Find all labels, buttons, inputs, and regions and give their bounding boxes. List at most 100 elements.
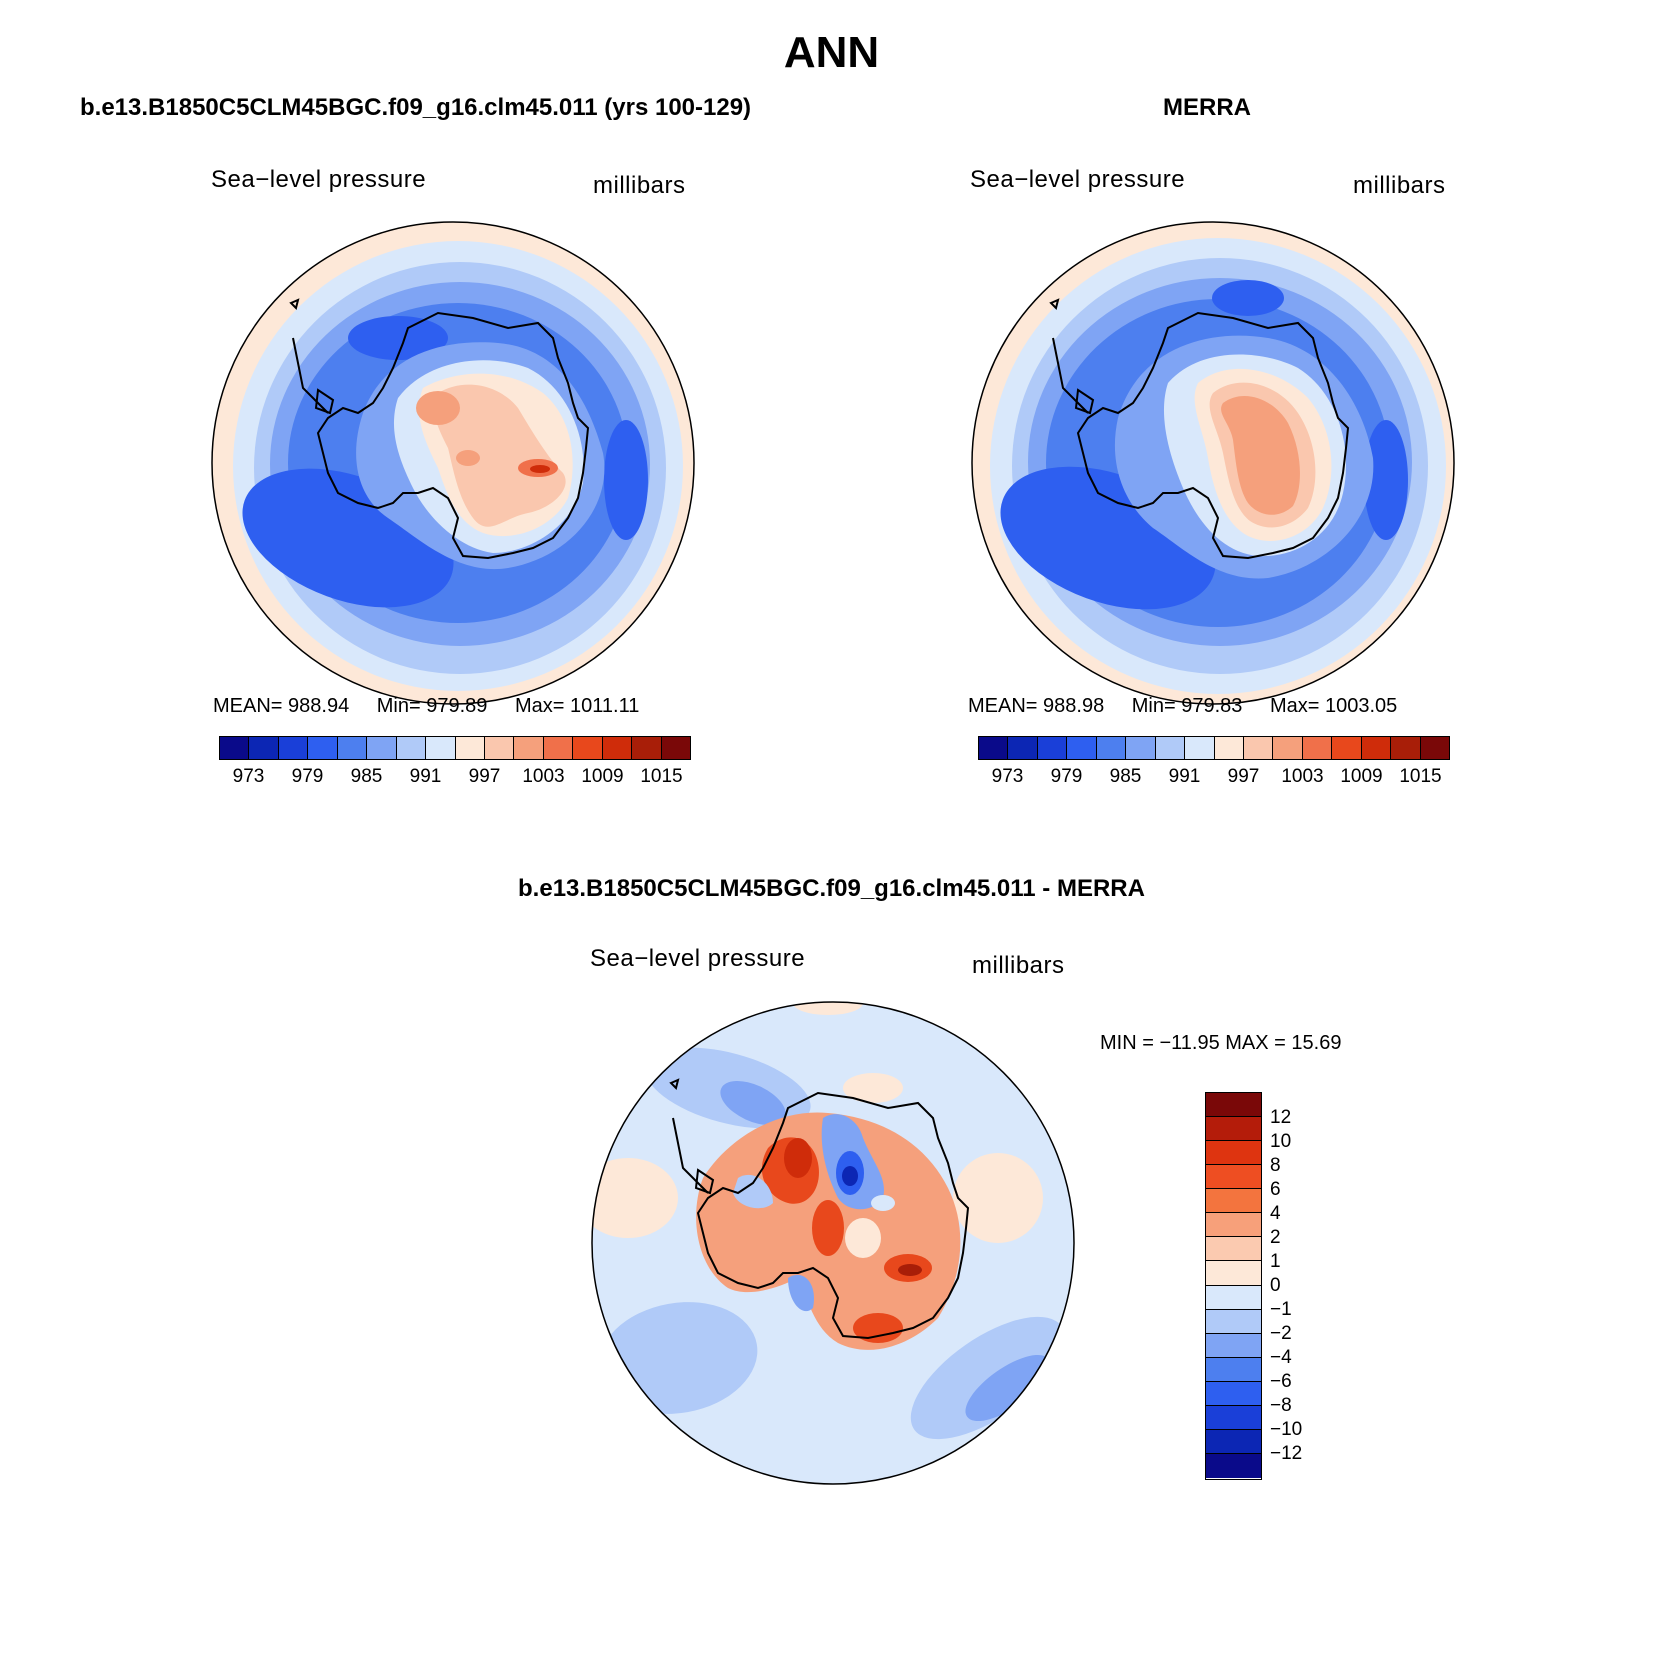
colorbar-swatch [1206, 1405, 1261, 1430]
colorbar-swatch [979, 737, 1009, 759]
obs-mean-value: 988.98 [1043, 695, 1105, 717]
colorbar-swatch [632, 737, 662, 759]
colorbar-tick-label: 6 [1270, 1178, 1281, 1200]
colorbar-swatch [1206, 1381, 1261, 1406]
diff-panel-title: b.e13.B1850C5CLM45BGC.f09_g16.clm45.011 … [518, 875, 1145, 902]
colorbar-swatch [1206, 1093, 1261, 1118]
colorbar-swatch [1206, 1285, 1261, 1310]
obs-max-label: Max= [1269, 695, 1320, 717]
colorbar-tick-label: 12 [1270, 1106, 1292, 1128]
diff-minmax: MIN = −11.95 MAX = 15.69 [1100, 1032, 1342, 1054]
figure-title: ANN [783, 28, 880, 77]
colorbar-swatch [661, 737, 690, 759]
colorbar-tick-label: 1003 [522, 766, 565, 787]
colorbar-swatch [337, 737, 368, 759]
colorbar-swatch [1206, 1261, 1261, 1286]
colorbar-swatch [1332, 737, 1362, 759]
obs-mean-label: MEAN= [968, 695, 1038, 717]
colorbar-tick-label: 985 [350, 766, 383, 787]
colorbar-tick-label: −2 [1270, 1323, 1292, 1345]
colorbar-swatch [1206, 1117, 1261, 1142]
colorbar-swatch [1206, 1189, 1261, 1214]
colorbar-swatch [484, 737, 515, 759]
model-stats: MEAN= 988.94 Min= 979.89 Max= 1011.11 [213, 695, 639, 718]
colorbar-tick-label: 973 [232, 766, 265, 787]
colorbar-swatch [573, 737, 603, 759]
model-mean-value: 988.94 [288, 695, 350, 717]
colorbar-swatch [1037, 737, 1068, 759]
colorbar-tick-label: 997 [1227, 766, 1260, 787]
diff-colorbar-ticks: 12 10 8 6 4 2 1 0 −1 −2 −4 −6 −8 −10 −12 [1270, 1092, 1360, 1480]
colorbar-tick-label: −6 [1270, 1371, 1292, 1393]
colorbar-swatch [367, 737, 397, 759]
colorbar-tick-label: −4 [1270, 1347, 1292, 1369]
colorbar-tick-label: 1003 [1281, 766, 1324, 787]
model-polar-map [211, 221, 695, 705]
colorbar-swatch [1420, 737, 1449, 759]
colorbar-tick-label: 1009 [581, 766, 624, 787]
model-panel-title: b.e13.B1850C5CLM45BGC.f09_g16.clm45.011 … [80, 94, 752, 121]
obs-units-label: millibars [1353, 172, 1446, 199]
colorbar-swatch [220, 737, 250, 759]
colorbar-swatch [1185, 737, 1215, 759]
obs-variable-label: Sea−level pressure [970, 166, 1186, 193]
colorbar-tick-label: 1 [1270, 1250, 1281, 1272]
obs-colorbar-ticks: 973 979 985 991 997 1003 1009 1015 [978, 766, 1450, 790]
colorbar-tick-label: −12 [1270, 1443, 1303, 1465]
model-units-label: millibars [593, 172, 686, 199]
colorbar-tick-label: 985 [1109, 766, 1142, 787]
model-mean-label: MEAN= [213, 695, 283, 717]
colorbar-swatch [514, 737, 544, 759]
colorbar-swatch [1155, 737, 1186, 759]
model-max-value: 1011.11 [570, 695, 640, 717]
obs-max-value: 1003.05 [1325, 695, 1398, 717]
colorbar-swatch [278, 737, 309, 759]
colorbar-tick-label: 0 [1270, 1275, 1281, 1296]
model-min-label: Min= [376, 695, 421, 717]
model-colorbar-ticks: 973 979 985 991 997 1003 1009 1015 [219, 766, 691, 790]
colorbar-tick-label: 4 [1270, 1202, 1281, 1224]
colorbar-tick-label: −8 [1270, 1395, 1292, 1417]
colorbar-tick-label: 991 [409, 766, 442, 787]
colorbar-swatch [1206, 1237, 1261, 1262]
obs-min-label: Min= [1131, 695, 1176, 717]
colorbar-swatch [1008, 737, 1038, 759]
obs-colorbar [978, 736, 1450, 760]
colorbar-tick-label: 2 [1270, 1226, 1281, 1248]
colorbar-tick-label: 1015 [640, 766, 683, 787]
diff-units-label: millibars [972, 952, 1065, 979]
colorbar-swatch [455, 737, 485, 759]
colorbar-tick-label: −10 [1270, 1419, 1303, 1441]
colorbar-tick-label: 973 [991, 766, 1024, 787]
obs-panel-title: MERRA [1163, 94, 1251, 121]
diff-variable-label: Sea−level pressure [590, 945, 806, 972]
colorbar-swatch [1361, 737, 1392, 759]
colorbar-tick-label: 979 [291, 766, 324, 787]
obs-polar-map [971, 221, 1455, 705]
colorbar-swatch [1273, 737, 1303, 759]
colorbar-tick-label: 10 [1270, 1130, 1292, 1152]
colorbar-tick-label: 8 [1270, 1154, 1281, 1176]
model-colorbar [219, 736, 691, 760]
colorbar-swatch [1096, 737, 1127, 759]
colorbar-tick-label: 997 [468, 766, 501, 787]
colorbar-swatch [396, 737, 427, 759]
colorbar-swatch [1206, 1165, 1261, 1190]
obs-stats: MEAN= 988.98 Min= 979.83 Max= 1003.05 [968, 695, 1397, 718]
colorbar-swatch [249, 737, 279, 759]
colorbar-swatch [308, 737, 338, 759]
colorbar-swatch [543, 737, 574, 759]
model-variable-label: Sea−level pressure [211, 166, 427, 193]
colorbar-swatch [1067, 737, 1097, 759]
colorbar-tick-label: 979 [1050, 766, 1083, 787]
colorbar-tick-label: −1 [1270, 1299, 1292, 1321]
model-max-label: Max= [514, 695, 565, 717]
colorbar-tick-label: 1009 [1340, 766, 1383, 787]
colorbar-swatch [1206, 1213, 1261, 1238]
obs-min-value: 979.83 [1181, 695, 1243, 717]
colorbar-swatch [1206, 1309, 1261, 1334]
colorbar-swatch [1214, 737, 1244, 759]
colorbar-swatch [1391, 737, 1421, 759]
model-min-value: 979.89 [426, 695, 488, 717]
colorbar-swatch [1206, 1141, 1261, 1166]
